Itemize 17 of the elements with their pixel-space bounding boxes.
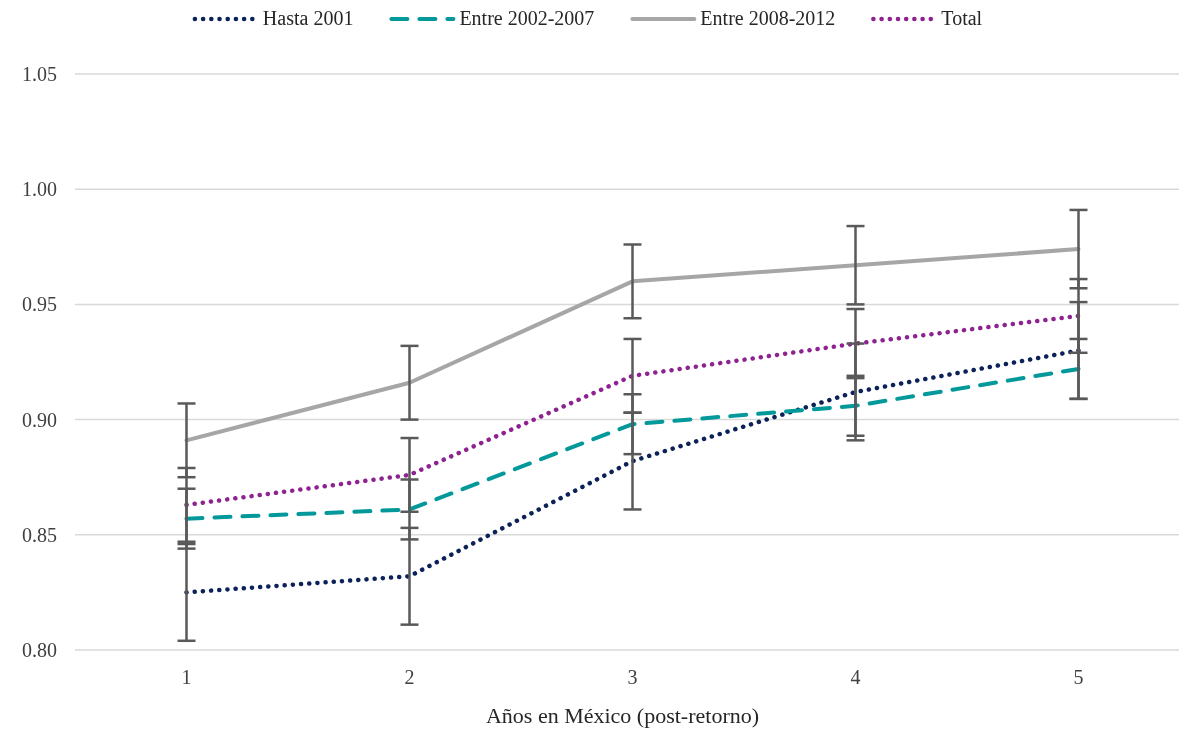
x-tick-label: 3 xyxy=(627,666,638,688)
y-tick-label: 1.00 xyxy=(22,178,57,201)
y-tick-label: 0.85 xyxy=(22,523,57,546)
y-tick-label: 0.80 xyxy=(22,639,57,661)
y-tick-label: 1.05 xyxy=(22,63,57,85)
y-tick-label: 0.90 xyxy=(22,408,57,431)
x-tick-label: 2 xyxy=(404,666,415,688)
line-series xyxy=(184,348,1081,595)
y-tick-label: 0.95 xyxy=(22,293,57,316)
legend-label: Hasta 2001 xyxy=(262,7,354,29)
x-tick-label: 5 xyxy=(1073,666,1084,688)
legend-label: Entre 2002-2007 xyxy=(459,7,595,29)
legend-label: Entre 2008-2012 xyxy=(700,7,836,29)
legend-label: Total xyxy=(941,7,983,29)
x-tick-label: 4 xyxy=(850,666,861,688)
x-axis-title: Años en México (post-retorno) xyxy=(485,703,760,728)
x-tick-label: 1 xyxy=(181,666,192,688)
